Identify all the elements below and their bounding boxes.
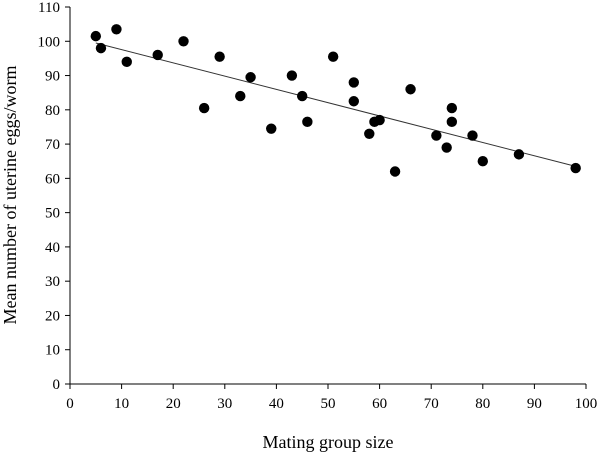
data-point bbox=[111, 24, 122, 35]
data-point bbox=[570, 162, 581, 174]
data-point bbox=[286, 70, 298, 81]
data-point bbox=[327, 51, 339, 62]
data-point bbox=[513, 149, 525, 160]
x-tick-label: 100 bbox=[575, 396, 598, 412]
data-point bbox=[90, 30, 102, 42]
data-point bbox=[178, 36, 189, 47]
data-point bbox=[446, 116, 458, 128]
data-point bbox=[95, 42, 107, 54]
data-point bbox=[245, 72, 256, 83]
y-tick-label: 110 bbox=[38, 0, 60, 16]
y-tick-label: 10 bbox=[45, 343, 60, 359]
x-axis-title: Mating group size bbox=[263, 432, 394, 452]
y-axis-title: Mean number of uterine eggs/worm bbox=[0, 66, 20, 325]
x-tick-label: 50 bbox=[321, 396, 336, 412]
y-tick-label: 0 bbox=[53, 377, 61, 393]
y-tick-label: 80 bbox=[45, 103, 60, 119]
y-tick-label: 90 bbox=[45, 69, 60, 85]
data-point bbox=[389, 166, 401, 177]
x-tick-label: 80 bbox=[475, 396, 490, 412]
y-tick-label: 100 bbox=[38, 34, 61, 50]
x-tick-label: 0 bbox=[66, 396, 74, 412]
x-tick-label: 20 bbox=[166, 396, 181, 412]
data-point bbox=[198, 102, 210, 114]
data-point bbox=[302, 116, 313, 128]
x-tick-label: 60 bbox=[372, 396, 387, 412]
x-tick-label: 40 bbox=[269, 396, 284, 412]
data-point bbox=[405, 84, 416, 95]
y-tick-label: 30 bbox=[45, 274, 60, 290]
x-tick-label: 10 bbox=[114, 396, 129, 412]
data-point bbox=[374, 114, 385, 126]
x-tick-label: 90 bbox=[527, 396, 542, 412]
data-point bbox=[297, 90, 308, 102]
trendline-layer bbox=[95, 42, 576, 167]
data-point bbox=[477, 156, 488, 167]
y-tick-label: 70 bbox=[45, 137, 60, 153]
data-point bbox=[441, 142, 452, 153]
x-tick-label: 70 bbox=[424, 396, 439, 412]
data-point bbox=[266, 123, 277, 134]
data-point bbox=[348, 77, 359, 88]
y-axis-ticks: 0 10 20 30 40 50 60 70 80 90 100 110 bbox=[38, 0, 70, 393]
y-tick-label: 20 bbox=[45, 308, 60, 324]
trend-line bbox=[95, 42, 576, 167]
data-point bbox=[214, 51, 225, 62]
data-points-layer bbox=[90, 24, 581, 177]
data-point bbox=[431, 130, 442, 141]
data-point bbox=[235, 90, 246, 102]
y-tick-label: 60 bbox=[45, 171, 60, 187]
plot-area: 0 10 20 30 40 50 60 70 80 90 100 0 10 20 30 40 50 60 70 80… bbox=[38, 0, 598, 412]
y-tick-label: 50 bbox=[45, 206, 60, 222]
data-point bbox=[348, 96, 359, 107]
data-point bbox=[467, 130, 478, 141]
data-point bbox=[152, 49, 163, 61]
x-axis-ticks: 0 10 20 30 40 50 60 70 80 90 100 bbox=[66, 384, 597, 412]
x-tick-label: 30 bbox=[217, 396, 232, 412]
data-point bbox=[121, 56, 132, 68]
y-tick-label: 40 bbox=[45, 240, 60, 256]
data-point bbox=[364, 128, 375, 140]
data-point bbox=[446, 102, 458, 114]
